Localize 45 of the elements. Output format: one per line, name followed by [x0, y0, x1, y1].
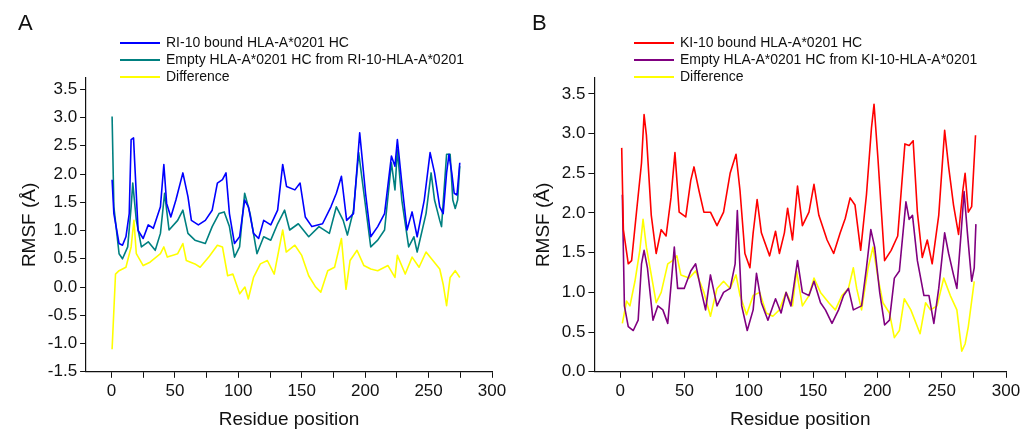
y-tick-label: 3.0 — [53, 107, 78, 127]
x-tick-label: 0 — [615, 380, 625, 400]
y-axis-title: RMSF (Å) — [17, 182, 39, 268]
x-tick-label: 150 — [287, 380, 316, 400]
y-tick-label: 1.0 — [53, 220, 78, 240]
x-tick-label: 50 — [165, 380, 185, 400]
x-tick-label: 300 — [477, 380, 507, 400]
y-tick-label: 3.0 — [561, 123, 586, 143]
y-tick-label: 2.0 — [53, 163, 78, 183]
y-tick-label: 2.5 — [561, 162, 586, 182]
y-tick-label: -0.5 — [47, 304, 78, 324]
y-tick-label: 2.0 — [561, 202, 586, 222]
legend-label: KI-10 bound HLA-A*0201 HC — [680, 34, 863, 51]
y-tick-label: 0.0 — [561, 361, 586, 381]
y-tick-label: 0.5 — [53, 248, 78, 268]
x-tick-label: 300 — [991, 380, 1021, 400]
y-tick-label: 1.5 — [561, 242, 586, 262]
x-tick-label: 0 — [106, 380, 117, 400]
x-tick-label: 100 — [734, 380, 763, 400]
x-axis-title: Residue position — [729, 407, 871, 429]
x-tick-label: 50 — [675, 380, 694, 400]
legend-label: Difference — [680, 68, 744, 85]
x-tick-label: 250 — [927, 380, 956, 400]
y-tick-label: 1.5 — [53, 191, 78, 211]
x-axis-title: Residue position — [218, 407, 360, 429]
y-tick-label: -1.0 — [47, 333, 78, 353]
y-tick-label: 0.5 — [561, 321, 586, 341]
x-tick-label: 250 — [414, 380, 443, 400]
chart-title: B — [532, 10, 547, 36]
y-tick-label: 3.5 — [53, 78, 78, 98]
y-tick-label: 2.5 — [53, 135, 78, 155]
chart-title: A — [18, 10, 33, 36]
legend-label: Empty HLA-A*0201 HC from RI-10-HLA-A*0201 — [166, 51, 465, 68]
legend-label: Empty HLA-A*0201 HC from KI-10-HLA-A*0201 — [680, 51, 978, 68]
x-tick-label: 100 — [224, 380, 253, 400]
y-tick-label: -1.5 — [47, 361, 78, 381]
x-tick-label: 200 — [863, 380, 892, 400]
x-tick-label: 200 — [350, 380, 380, 400]
legend-label: Difference — [166, 68, 230, 85]
y-axis-title: RMSF (Å) — [531, 182, 553, 268]
x-tick-label: 150 — [798, 380, 828, 400]
y-tick-label: 3.5 — [561, 83, 586, 103]
legend-label: RI-10 bound HLA-A*0201 HC — [166, 34, 349, 51]
y-tick-label: 0.0 — [53, 276, 78, 296]
y-tick-label: 1.0 — [561, 282, 586, 302]
